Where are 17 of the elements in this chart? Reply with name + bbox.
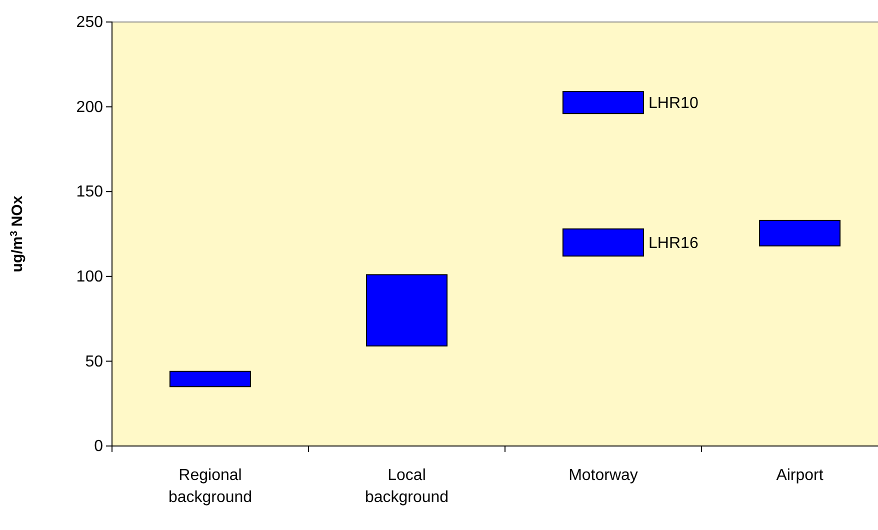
x-tick-label: Motorway bbox=[568, 467, 638, 484]
y-tick-label: 250 bbox=[76, 14, 104, 32]
bar bbox=[758, 220, 841, 246]
annotation: LHR10 bbox=[648, 95, 698, 112]
y-tick-label: 0 bbox=[94, 438, 104, 456]
bar bbox=[562, 228, 644, 257]
y-tick-label: 200 bbox=[76, 98, 104, 116]
bar bbox=[169, 370, 252, 388]
x-tick-label: Local background bbox=[364, 467, 449, 506]
x-tick-label: Regional background bbox=[168, 467, 252, 506]
y-tick-label: 100 bbox=[76, 268, 104, 286]
x-tick-label: Airport bbox=[776, 467, 824, 484]
bar bbox=[562, 91, 644, 114]
y-tick-label: 50 bbox=[85, 353, 104, 370]
y-tick-label: 150 bbox=[76, 184, 104, 201]
bar bbox=[366, 274, 448, 346]
annotation: LHR16 bbox=[648, 235, 698, 252]
